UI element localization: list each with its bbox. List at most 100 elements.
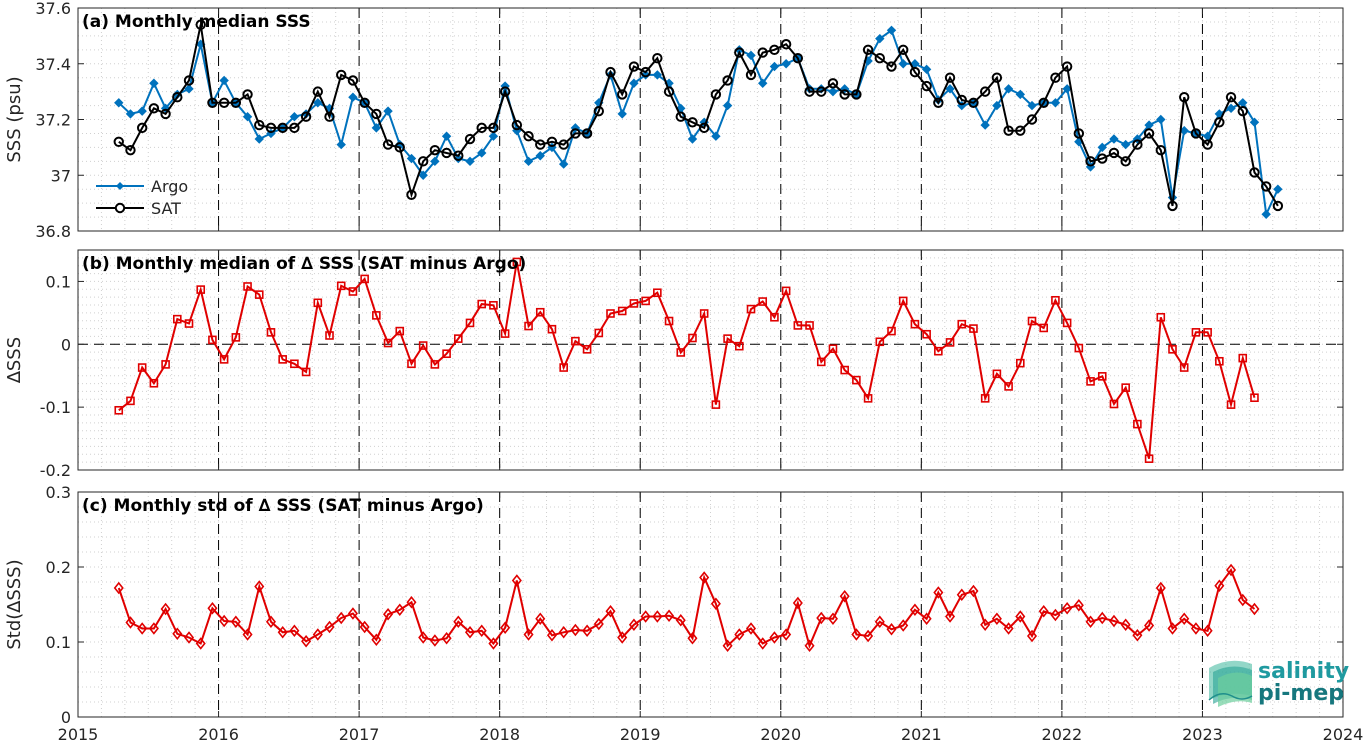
data-point xyxy=(663,86,675,97)
data-point xyxy=(137,622,148,635)
data-point xyxy=(851,89,862,100)
data-point xyxy=(442,349,451,359)
x-tick-label: 2015 xyxy=(58,725,99,744)
data-point xyxy=(1215,356,1224,366)
data-point xyxy=(395,326,405,336)
data-point xyxy=(956,94,967,106)
data-point xyxy=(1120,618,1131,632)
data-point xyxy=(511,574,522,587)
data-point xyxy=(1050,608,1061,622)
data-point xyxy=(687,631,698,645)
data-point xyxy=(348,92,358,102)
data-point xyxy=(441,631,452,645)
data-point xyxy=(524,321,533,331)
data-point xyxy=(195,19,206,30)
data-point xyxy=(441,147,452,159)
data-point xyxy=(757,637,768,650)
data-point xyxy=(114,98,124,108)
data-point xyxy=(407,359,416,369)
data-point xyxy=(465,318,475,328)
data-point xyxy=(289,112,300,122)
data-point xyxy=(1097,142,1107,153)
data-point xyxy=(828,86,838,97)
legend-sat-label: SAT xyxy=(151,199,181,218)
data-point xyxy=(208,335,217,345)
data-point xyxy=(1179,363,1189,372)
data-point xyxy=(312,86,324,97)
data-point xyxy=(594,328,604,338)
data-point xyxy=(231,333,241,342)
data-point xyxy=(230,97,242,108)
data-point xyxy=(1050,72,1061,83)
data-point xyxy=(769,44,780,56)
data-point xyxy=(769,61,780,72)
y-axis-label: Std(∆SSS) xyxy=(4,559,25,649)
data-point xyxy=(593,105,605,117)
data-point xyxy=(1132,139,1143,150)
data-point xyxy=(1015,358,1025,368)
data-point xyxy=(278,355,287,364)
data-point xyxy=(136,122,148,134)
data-point xyxy=(675,111,686,122)
data-point xyxy=(933,586,944,599)
data-point xyxy=(921,64,932,75)
data-point xyxy=(394,142,405,153)
data-point xyxy=(641,296,650,306)
data-point xyxy=(979,86,991,97)
data-point xyxy=(617,631,628,644)
data-point xyxy=(324,111,335,122)
data-point xyxy=(1038,604,1049,618)
data-point xyxy=(652,610,663,623)
data-point xyxy=(207,601,218,615)
x-tick-label: 2020 xyxy=(760,725,801,744)
data-point xyxy=(1097,372,1107,381)
data-point xyxy=(559,363,568,372)
data-point xyxy=(992,100,1002,111)
data-point xyxy=(183,75,195,86)
data-point xyxy=(289,624,300,638)
data-point xyxy=(1237,593,1248,607)
panel-b: -0.2 -0.1 0 0.1 ∆SSS (b) Monthly median of ∆ … xyxy=(4,249,1344,480)
data-point xyxy=(886,61,897,72)
data-point xyxy=(968,97,979,108)
data-point xyxy=(243,282,252,291)
data-point xyxy=(711,400,721,409)
data-point xyxy=(441,131,452,141)
data-point xyxy=(558,625,569,639)
data-point xyxy=(1062,318,1072,328)
data-point xyxy=(1073,128,1085,139)
data-point xyxy=(640,610,651,623)
data-point xyxy=(277,625,288,639)
data-point xyxy=(383,607,394,621)
data-point xyxy=(957,319,967,329)
data-point xyxy=(816,357,826,367)
data-point xyxy=(558,159,569,169)
data-point xyxy=(360,274,369,284)
data-point xyxy=(173,314,182,324)
data-point xyxy=(758,297,768,306)
data-point xyxy=(862,44,874,56)
data-point xyxy=(535,612,546,626)
data-point xyxy=(196,285,206,294)
x-tick-label: 2023 xyxy=(1182,725,1223,744)
data-point xyxy=(898,296,908,306)
data-point xyxy=(1168,345,1177,354)
data-point xyxy=(945,338,955,347)
data-point xyxy=(418,341,428,350)
data-point xyxy=(1120,139,1131,150)
data-point xyxy=(909,603,920,617)
data-point xyxy=(593,617,604,631)
data-point xyxy=(921,80,932,92)
data-point xyxy=(383,106,393,116)
data-point xyxy=(148,103,160,114)
data-point xyxy=(1027,100,1037,111)
y-tick-label: 0.2 xyxy=(46,558,71,577)
data-point xyxy=(781,628,792,641)
y-tick-label: 0.1 xyxy=(46,272,71,291)
data-point xyxy=(1226,563,1237,577)
data-point xyxy=(546,628,557,642)
data-point xyxy=(277,122,288,134)
data-point xyxy=(242,112,253,122)
data-point xyxy=(429,634,440,647)
data-point xyxy=(699,309,709,318)
